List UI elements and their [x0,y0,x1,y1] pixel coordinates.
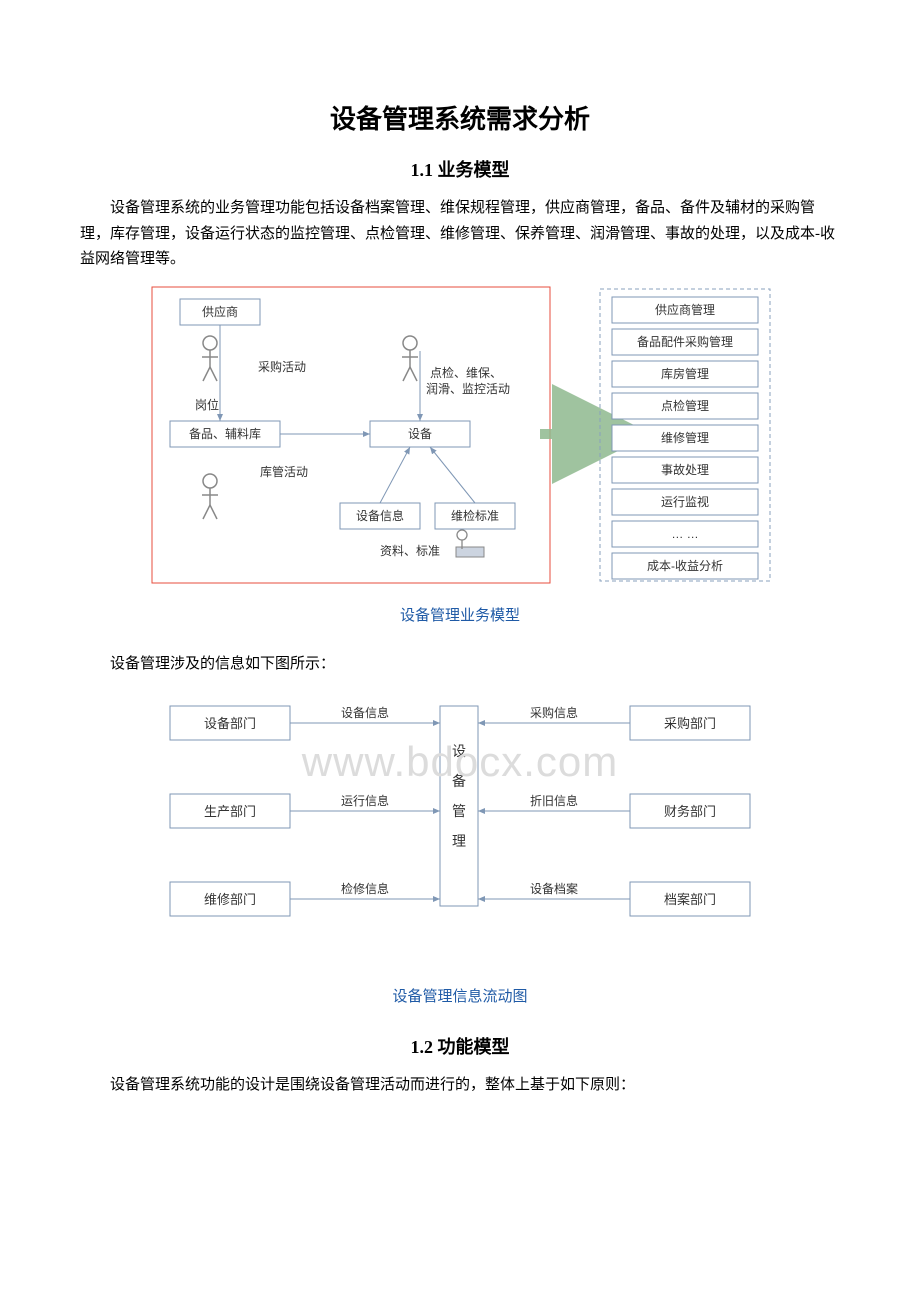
diagram-business-model: 供应商备品、辅料库 设备设备信息 维检标准 采购活动岗位 点检、维保、润滑、监控活动库管… [140,281,780,591]
svg-text:设: 设 [452,743,466,759]
svg-text:库管活动: 库管活动 [260,464,308,479]
svg-text:备: 备 [452,773,466,789]
section-2-paragraph: 设备管理系统功能的设计是围绕设备管理活动而进行的，整体上基于如下原则： [80,1073,840,1099]
svg-text:采购部门: 采购部门 [664,716,716,731]
svg-text:备品配件采购管理: 备品配件采购管理 [637,334,733,349]
svg-text:资料、标准: 资料、标准 [380,544,440,558]
svg-text:润滑、监控活动: 润滑、监控活动 [426,382,510,396]
svg-text:供应商管理: 供应商管理 [655,302,715,317]
section-1-paragraph: 设备管理系统的业务管理功能包括设备档案管理、维保规程管理，供应商管理，备品、备件… [80,196,840,273]
svg-text:设备信息: 设备信息 [341,705,389,720]
svg-text:理: 理 [452,833,466,849]
svg-text:点检管理: 点检管理 [661,398,709,413]
page-title: 设备管理系统需求分析 [80,100,840,139]
svg-text:折旧信息: 折旧信息 [530,793,578,808]
svg-text:点检、维保、: 点检、维保、 [430,365,502,380]
page-root: { "title": "设备管理系统需求分析", "section1": { "… [80,100,840,1099]
section-2-heading: 1.2 功能模型 [80,1034,840,1061]
svg-text:维修部门: 维修部门 [204,892,256,907]
svg-text:检修信息: 检修信息 [341,881,389,896]
svg-text:管: 管 [452,803,466,819]
svg-text:运行监视: 运行监视 [661,494,709,509]
svg-text:设备档案: 设备档案 [530,881,578,896]
svg-text:档案部门: 档案部门 [664,892,716,907]
svg-text:运行信息: 运行信息 [341,793,389,808]
svg-text:岗位: 岗位 [195,397,219,412]
svg-text:… …: … … [671,527,698,541]
svg-text:供应商: 供应商 [202,304,238,319]
svg-text:设备: 设备 [408,427,432,441]
svg-text:生产部门: 生产部门 [204,804,256,819]
svg-text:成本-收益分析: 成本-收益分析 [647,559,723,573]
svg-text:维修管理: 维修管理 [661,430,709,445]
svg-text:财务部门: 财务部门 [664,804,716,819]
svg-text:采购活动: 采购活动 [258,359,306,374]
svg-text:备品、辅料库: 备品、辅料库 [189,426,261,441]
svg-text:设备信息: 设备信息 [356,508,404,523]
svg-text:采购信息: 采购信息 [530,705,578,720]
svg-text:设备部门: 设备部门 [204,716,256,731]
between-text: 设备管理涉及的信息如下图所示： [80,653,840,676]
svg-text:维检标准: 维检标准 [451,508,499,523]
diagram-2-caption: 设备管理信息流动图 [80,986,840,1009]
diagram-1-caption: 设备管理业务模型 [80,605,840,628]
section-1-heading: 1.1 业务模型 [80,157,840,184]
svg-text:库房管理: 库房管理 [661,366,709,381]
diagram-info-flow: 设备管理 设备部门生产部门维修部门 采购部门财务部门档案部门 设备信息运行信息检修信息… [140,686,780,946]
svg-text:事故处理: 事故处理 [661,462,709,477]
